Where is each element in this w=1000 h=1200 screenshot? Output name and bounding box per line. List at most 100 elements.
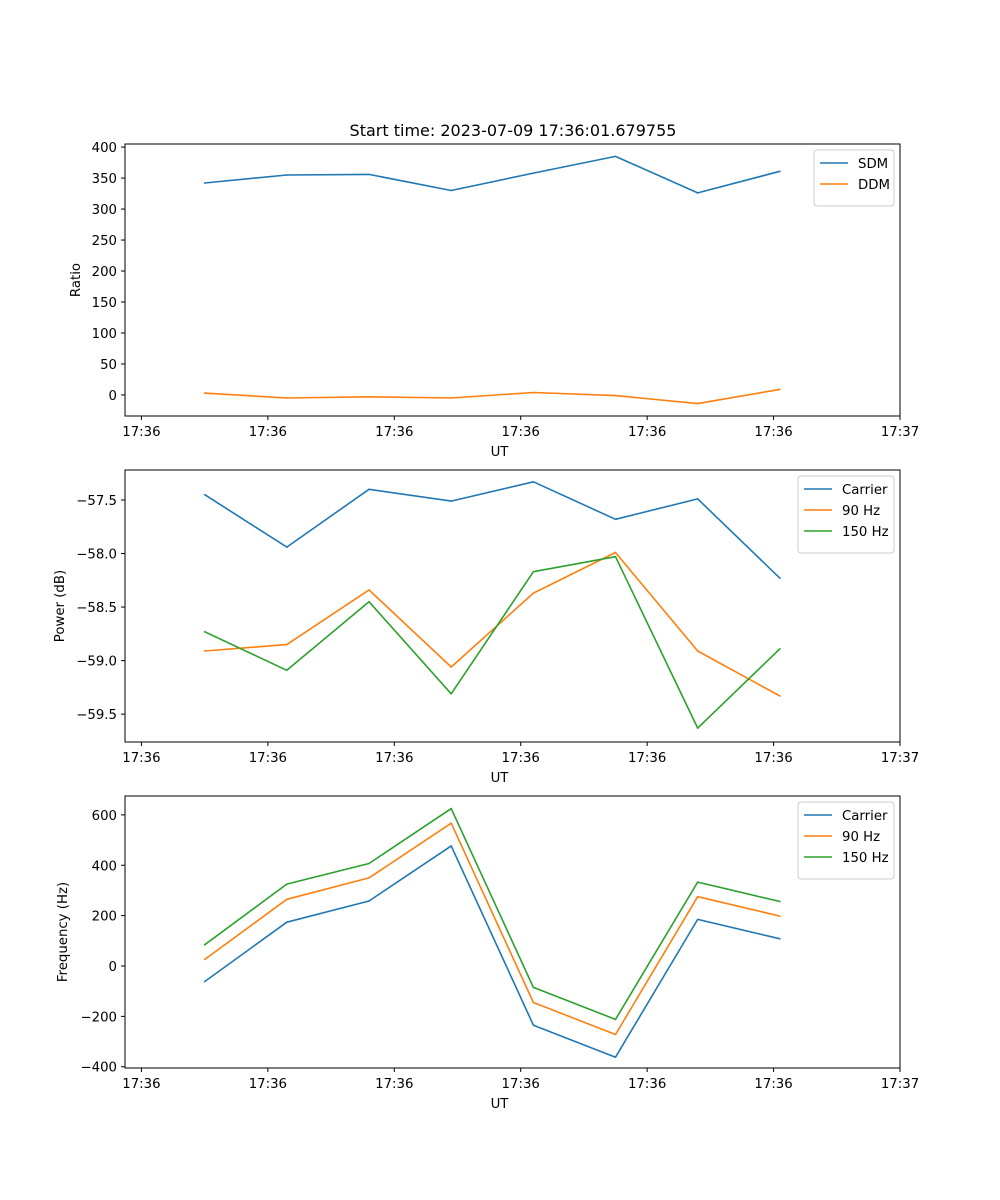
- y-tick-label: 150: [92, 296, 117, 311]
- x-axis-label: UT: [491, 1097, 510, 1112]
- data-point: [450, 397, 452, 399]
- legend-label: SDM: [858, 157, 888, 172]
- data-point: [203, 958, 206, 961]
- data-point: [779, 900, 781, 903]
- x-tick-label: 17:36: [122, 1077, 160, 1092]
- legend: SDM DDM: [813, 149, 895, 207]
- x-tick-label: 17:36: [249, 1077, 287, 1092]
- x-tick-label: 17:36: [754, 751, 792, 766]
- legend-label: 150 Hz: [842, 851, 889, 866]
- legend-box: [797, 475, 895, 554]
- x-tick-label: 17:37: [881, 751, 919, 766]
- series-line-carrier: [204, 480, 781, 579]
- data-point: [532, 480, 535, 483]
- y-axis-label: Ratio: [69, 263, 84, 297]
- x-tick-label: 17:36: [628, 425, 666, 440]
- data-point: [696, 192, 699, 194]
- data-point: [779, 577, 781, 579]
- y-tick-label: 400: [92, 859, 117, 874]
- data-point: [286, 174, 288, 176]
- data-point: [203, 944, 206, 946]
- legend-label: 150 Hz: [842, 525, 889, 540]
- x-tick-label: 17:36: [122, 751, 160, 766]
- panel-3: 17:36 17:36 17:36 17:36 17:36 17:36 17:37 −400 −…: [56, 795, 919, 1112]
- y-axis-label: Power (dB): [53, 570, 68, 642]
- data-point: [286, 546, 288, 548]
- y-tick-label: −58.5: [76, 601, 117, 616]
- data-point: [450, 189, 452, 192]
- y-tick-label: 300: [92, 203, 117, 218]
- y-tick-label: 200: [92, 910, 117, 925]
- data-point: [614, 1018, 617, 1021]
- y-tick-label: −400: [80, 1061, 117, 1076]
- series-line-ddm: [204, 388, 781, 405]
- data-point: [368, 488, 370, 491]
- legend-box: [797, 801, 895, 880]
- axes-frame: [124, 469, 901, 743]
- data-point: [614, 555, 617, 558]
- panel-2: 17:36 17:36 17:36 17:36 17:36 17:36 17:37 −59.5…: [53, 469, 919, 786]
- legend-label: Carrier: [842, 483, 888, 498]
- data-point: [614, 1033, 617, 1036]
- data-point: [368, 395, 370, 398]
- data-point: [696, 895, 699, 898]
- data-point: [779, 170, 781, 173]
- legend: Carrier 90 Hz 150 Hz: [797, 801, 895, 880]
- x-axis-label: UT: [491, 445, 510, 460]
- data-point: [614, 1056, 617, 1058]
- panels: 17:36 17:36 17:36 17:36 17:36 17:36 17:37 0 50 10…: [53, 141, 919, 1112]
- data-point: [286, 898, 288, 901]
- legend-label: 90 Hz: [842, 830, 880, 845]
- data-point: [203, 650, 206, 652]
- data-point: [368, 600, 370, 603]
- data-point: [779, 695, 781, 697]
- y-tick-label: 350: [92, 172, 117, 187]
- x-tick-label: 17:36: [375, 1077, 413, 1092]
- figure-title: Start time: 2023-07-09 17:36:01.679755: [350, 121, 677, 140]
- data-point: [532, 1024, 535, 1026]
- axes-frame: [124, 143, 901, 417]
- x-tick-label: 17:36: [375, 425, 413, 440]
- data-point: [286, 883, 288, 885]
- x-tick-label: 17:37: [881, 1077, 919, 1092]
- data-point: [203, 630, 206, 633]
- data-point: [203, 980, 206, 983]
- data-point: [614, 394, 617, 397]
- legend-box: [813, 149, 895, 207]
- x-tick-label: 17:36: [502, 425, 540, 440]
- data-point: [203, 392, 206, 394]
- y-tick-label: 400: [92, 141, 117, 156]
- panel-1: 17:36 17:36 17:36 17:36 17:36 17:36 17:37 0 50 10…: [69, 141, 919, 460]
- data-point: [779, 938, 781, 940]
- x-tick-label: 17:36: [628, 751, 666, 766]
- y-tick-label: 250: [92, 234, 117, 249]
- y-tick-label: −58.0: [76, 548, 117, 563]
- data-point: [696, 498, 699, 500]
- data-point: [368, 877, 370, 879]
- data-point: [450, 845, 452, 847]
- data-point: [614, 551, 617, 554]
- x-tick-label: 17:36: [628, 1077, 666, 1092]
- data-point: [779, 648, 781, 650]
- data-point: [368, 900, 370, 902]
- series-line-150-hz: [204, 555, 781, 729]
- x-tick-label: 17:36: [754, 1077, 792, 1092]
- y-tick-label: 600: [92, 809, 117, 824]
- series-line-sdm: [204, 155, 781, 194]
- x-tick-label: 17:37: [881, 425, 919, 440]
- data-point: [532, 391, 535, 394]
- data-point: [203, 493, 206, 496]
- axes-frame: [124, 795, 901, 1069]
- data-point: [368, 173, 370, 176]
- data-point: [368, 589, 370, 591]
- data-point: [779, 388, 781, 391]
- data-point: [614, 155, 617, 158]
- x-axis-label: UT: [491, 771, 510, 786]
- data-point: [532, 1001, 535, 1004]
- data-point: [203, 182, 206, 184]
- data-point: [532, 570, 535, 573]
- data-point: [450, 666, 452, 668]
- y-tick-label: −57.5: [76, 494, 117, 509]
- x-tick-label: 17:36: [122, 425, 160, 440]
